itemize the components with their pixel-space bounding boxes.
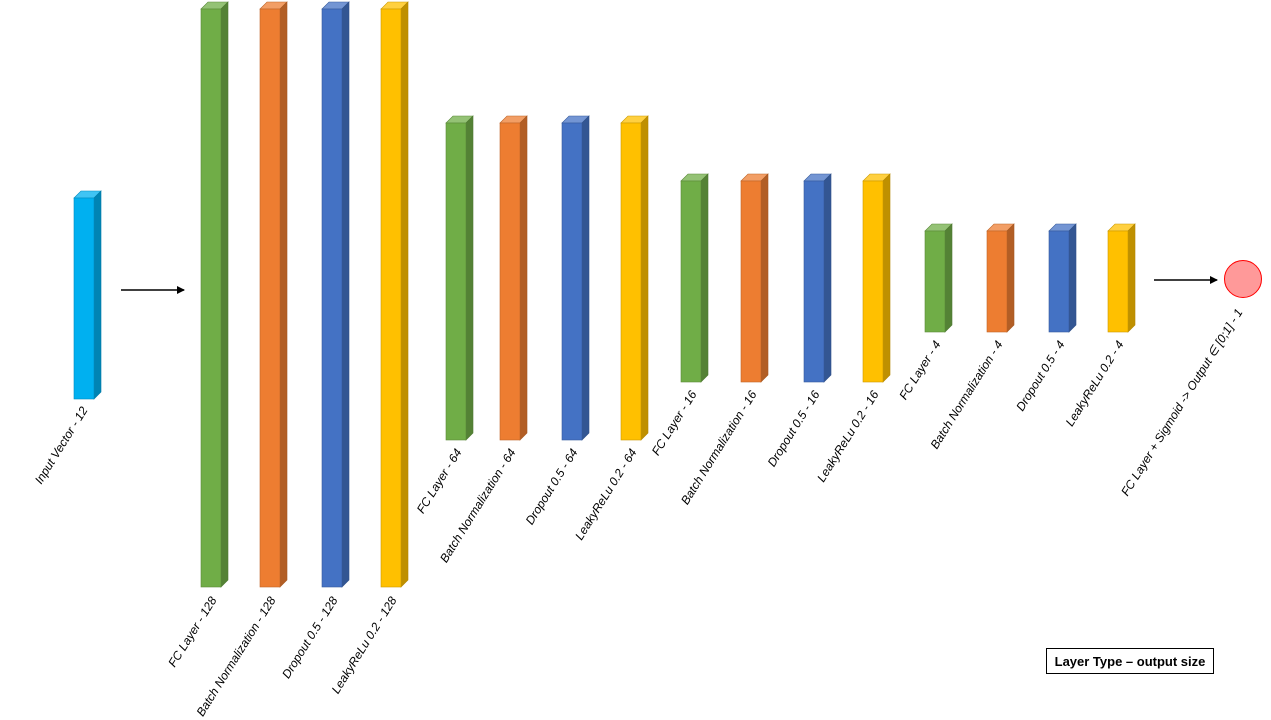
- fc-bar-2-front-face: [680, 180, 702, 383]
- dropout-bar-3-side-face: [1068, 223, 1077, 333]
- fc-bar-2-side-face: [700, 173, 709, 383]
- fc-bar-0-side-face: [220, 1, 229, 588]
- fc-bar-0-front-face: [200, 8, 222, 588]
- batchnorm-bar-1: [499, 115, 528, 441]
- fc-bar-0: [200, 1, 229, 588]
- batchnorm-bar-1-side-face: [519, 115, 528, 441]
- leakyrelu-bar-0-front-face: [380, 8, 402, 588]
- dropout-bar-2-side-face: [823, 173, 832, 383]
- dropout-bar-2-front-face: [803, 180, 825, 383]
- leakyrelu-bar-2-side-face: [882, 173, 891, 383]
- batchnorm-bar-2-front-face: [740, 180, 762, 383]
- dropout-bar-1: [561, 115, 590, 441]
- dropout-bar-1-front-face: [561, 122, 583, 441]
- legend-text: Layer Type – output size: [1054, 653, 1206, 669]
- input-vector-bar-front-face: [73, 197, 95, 400]
- batchnorm-bar-0-side-face: [279, 1, 288, 588]
- input-vector-label: Input Vector - 12: [32, 404, 91, 487]
- dropout-bar-1-side-face: [581, 115, 590, 441]
- leakyrelu-bar-2-front-face: [862, 180, 884, 383]
- batchnorm-bar-0: [259, 1, 288, 588]
- leakyrelu-label-0: LeakyReLu 0.2 - 128: [329, 594, 400, 696]
- batchnorm-bar-2-side-face: [760, 173, 769, 383]
- fc-label-0: FC Layer - 128: [165, 594, 219, 670]
- input-vector-bar: [73, 190, 102, 400]
- leakyrelu-bar-2: [862, 173, 891, 383]
- leakyrelu-bar-1-side-face: [640, 115, 649, 441]
- fc-bar-1-side-face: [465, 115, 474, 441]
- batchnorm-bar-3: [986, 223, 1015, 333]
- output-label: FC Layer + Sigmoid -> Output ∈ [0;1] - 1: [1118, 306, 1245, 498]
- leakyrelu-label-1: LeakyReLu 0.2 - 64: [572, 446, 640, 543]
- fc-bar-2: [680, 173, 709, 383]
- batchnorm-bar-3-side-face: [1006, 223, 1015, 333]
- connection-arrows: [121, 276, 1218, 294]
- output-node: [1224, 260, 1262, 298]
- dropout-label-1: Dropout 0.5 - 64: [523, 446, 581, 527]
- fc-bar-3: [924, 223, 953, 333]
- legend-box: Layer Type – output size: [1046, 648, 1214, 674]
- dropout-bar-0-front-face: [321, 8, 343, 588]
- fc-label-1: FC Layer - 64: [414, 446, 465, 516]
- dropout-label-3: Dropout 0.5 - 4: [1013, 338, 1067, 414]
- batchnorm-label-3: Batch Normalization - 4: [928, 338, 1006, 451]
- leakyrelu-bar-1-front-face: [620, 122, 642, 441]
- fc-label-3: FC Layer - 4: [896, 338, 943, 402]
- input-vector-bar-side-face: [93, 190, 102, 400]
- dropout-bar-3: [1048, 223, 1077, 333]
- fc-bar-1-front-face: [445, 122, 467, 441]
- batchnorm-bar-3-front-face: [986, 230, 1008, 333]
- batchnorm-bar-0-front-face: [259, 8, 281, 588]
- dropout-label-2: Dropout 0.5 - 16: [765, 388, 823, 469]
- leakyrelu-bar-1: [620, 115, 649, 441]
- fc-bar-1: [445, 115, 474, 441]
- leakyrelu-bar-3: [1107, 223, 1136, 333]
- dropout-label-0: Dropout 0.5 - 128: [279, 594, 341, 681]
- fc-bar-3-front-face: [924, 230, 946, 333]
- layer-bars: [73, 1, 1136, 588]
- leakyrelu-bar-3-front-face: [1107, 230, 1129, 333]
- dropout-bar-0-side-face: [341, 1, 350, 588]
- batchnorm-bar-2: [740, 173, 769, 383]
- batchnorm-bar-1-front-face: [499, 122, 521, 441]
- leakyrelu-bar-0-side-face: [400, 1, 409, 588]
- fc-label-2: FC Layer - 16: [649, 388, 700, 458]
- leakyrelu-label-3: LeakyReLu 0.2 - 4: [1063, 338, 1127, 429]
- fc-bar-3-side-face: [944, 223, 953, 333]
- leakyrelu-label-2: LeakyReLu 0.2 - 16: [814, 388, 882, 485]
- dropout-bar-0: [321, 1, 350, 588]
- leakyrelu-bar-0: [380, 1, 409, 588]
- dropout-bar-3-front-face: [1048, 230, 1070, 333]
- leakyrelu-bar-3-side-face: [1127, 223, 1136, 333]
- dropout-bar-2: [803, 173, 832, 383]
